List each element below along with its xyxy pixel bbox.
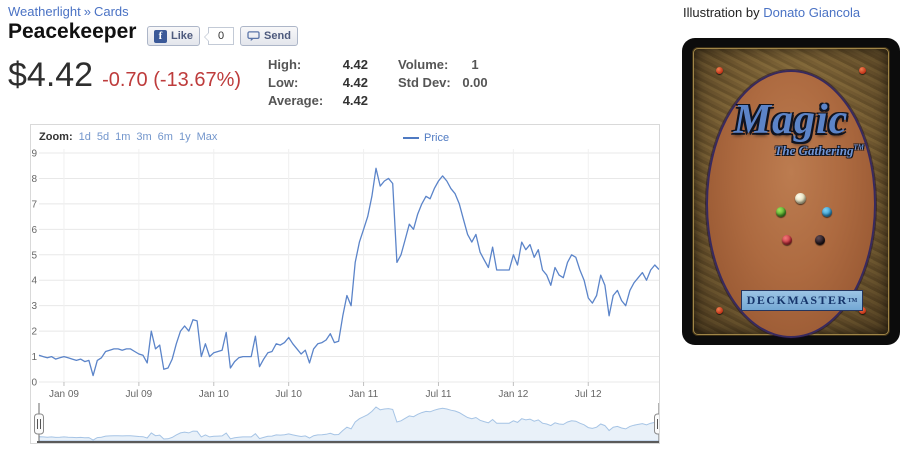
chart-legend[interactable]: Price	[403, 132, 449, 144]
black-mana-dot	[815, 235, 825, 245]
x-axis-label: Jul 11	[425, 389, 451, 400]
card-back-image: Magic The GatheringTM DECKMASTER TM	[682, 38, 900, 345]
navigator-handle-left[interactable]	[34, 413, 44, 435]
illustration-prefix: Illustration by	[683, 5, 760, 20]
breadcrumb-separator: »	[83, 4, 91, 19]
zoom-range-1m[interactable]: 1m	[115, 131, 131, 143]
like-count-badge: 0	[204, 27, 235, 45]
volume-value: 1	[471, 57, 479, 72]
zoom-range-max[interactable]: Max	[196, 131, 218, 143]
y-axis-label: 2	[31, 327, 37, 338]
card-back-border: Magic The GatheringTM DECKMASTER TM	[692, 47, 890, 338]
zoom-range-5d[interactable]: 5d	[96, 131, 110, 143]
price-row: $4.42 -0.70 (-13.67%)	[8, 56, 241, 95]
y-axis-label: 5	[31, 250, 37, 261]
corner-dot	[859, 67, 866, 74]
stddev-value: 0.00	[462, 75, 488, 90]
y-axis-label: 3	[31, 301, 37, 312]
x-axis-label: Jul 09	[126, 389, 153, 400]
zoom-range-3m[interactable]: 3m	[136, 131, 152, 143]
green-mana-dot	[776, 207, 786, 217]
breadcrumb: Weatherlight» Cards	[8, 4, 129, 19]
facebook-like-button[interactable]: f Like	[147, 26, 201, 46]
price-series-icon	[403, 137, 419, 139]
zoom-range-1y[interactable]: 1y	[178, 131, 191, 143]
zoom-label: Zoom:	[39, 131, 73, 143]
legend-label: Price	[424, 132, 450, 144]
artist-link[interactable]: Donato Giancola	[763, 5, 861, 20]
corner-dot	[716, 307, 723, 314]
chart-zoom-controls: Zoom: 1d 5d 1m 3m 6m 1y Max	[39, 131, 217, 143]
low-value: 4.42	[342, 75, 368, 90]
price-stats: High: 4.42 Volume: 1 Low: 4.42 Std Dev: …	[268, 56, 494, 110]
volume-label: Volume:	[398, 57, 449, 72]
current-price: $4.42	[8, 56, 94, 94]
facebook-send-button[interactable]: Send	[240, 26, 298, 46]
magic-logo: Magic	[733, 97, 849, 143]
x-axis-label: Jul 12	[575, 389, 602, 400]
average-value: 4.42	[342, 93, 368, 108]
speech-bubble-icon	[247, 30, 260, 41]
send-button-label: Send	[264, 30, 291, 42]
illustration-credit: Illustration by Donato Giancola	[683, 5, 860, 20]
deckmaster-banner: DECKMASTER TM	[741, 290, 863, 311]
page-title: Peacekeeper	[8, 20, 137, 43]
breadcrumb-set-link[interactable]: Weatherlight	[8, 4, 81, 19]
facebook-widget: f Like 0 Send	[147, 26, 298, 46]
zoom-range-1d[interactable]: 1d	[78, 131, 91, 143]
low-label: Low:	[268, 75, 299, 90]
red-mana-dot	[782, 235, 792, 245]
x-axis-label: Jan 10	[199, 389, 229, 400]
high-value: 4.42	[342, 57, 368, 72]
x-axis-label: Jan 11	[349, 389, 379, 400]
y-axis-label: 8	[31, 174, 37, 185]
white-mana-dot	[795, 193, 806, 204]
like-button-label: Like	[171, 30, 194, 42]
x-axis-label: Jul 10	[275, 389, 302, 400]
facebook-icon: f	[154, 29, 167, 43]
corner-dot	[716, 67, 723, 74]
y-axis-label: 0	[31, 378, 37, 389]
price-chart: 0 1 2 3 4 5 6 7 8 9 Jan 09 Jul 09 Jan 10 Jul 10 Jan 11…	[30, 124, 660, 444]
blue-mana-dot	[822, 207, 832, 217]
y-axis-label: 6	[31, 225, 37, 236]
price-line-series	[38, 167, 659, 377]
navigator-area	[38, 406, 659, 442]
x-axis-label: Jan 09	[49, 389, 79, 400]
y-axis-label: 7	[31, 199, 37, 210]
y-axis-label: 4	[31, 276, 37, 287]
x-axis-label: Jan 12	[498, 389, 528, 400]
high-label: High:	[268, 57, 302, 72]
navigator-handle-right[interactable]	[654, 413, 660, 435]
price-chart-canvas: 0 1 2 3 4 5 6 7 8 9 Jan 09 Jul 09 Jan 10 Jul 10 Jan 11…	[31, 149, 660, 443]
the-gathering-logo: The GatheringTM	[774, 143, 864, 158]
price-change: -0.70 (-13.67%)	[102, 69, 242, 91]
breadcrumb-cards-link[interactable]: Cards	[93, 4, 129, 19]
zoom-range-6m[interactable]: 6m	[157, 131, 173, 143]
average-label: Average:	[268, 93, 324, 108]
y-axis-label: 1	[31, 352, 37, 363]
stddev-label: Std Dev:	[398, 75, 451, 90]
y-axis-label: 9	[31, 149, 37, 160]
